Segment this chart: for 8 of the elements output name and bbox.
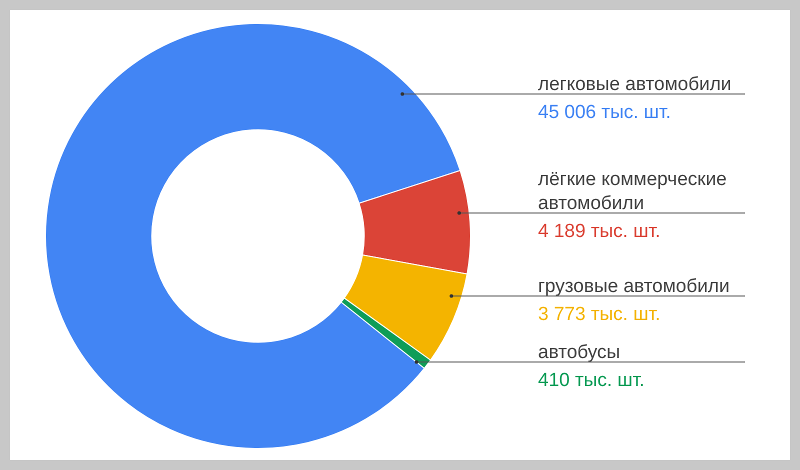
data-label: 410 тыс. шт. <box>538 370 645 391</box>
data-label: 4 189 тыс. шт. <box>538 221 660 242</box>
slice-label: легковые автомобили <box>538 74 732 95</box>
slice-label: грузовые автомобили <box>538 276 730 297</box>
data-label: 45 006 тыс. шт. <box>538 102 671 123</box>
slice-label: автобусы <box>538 342 620 363</box>
slice-label: лёгкие коммерческие автомобили <box>538 169 727 214</box>
data-label: 3 773 тыс. шт. <box>538 304 660 325</box>
